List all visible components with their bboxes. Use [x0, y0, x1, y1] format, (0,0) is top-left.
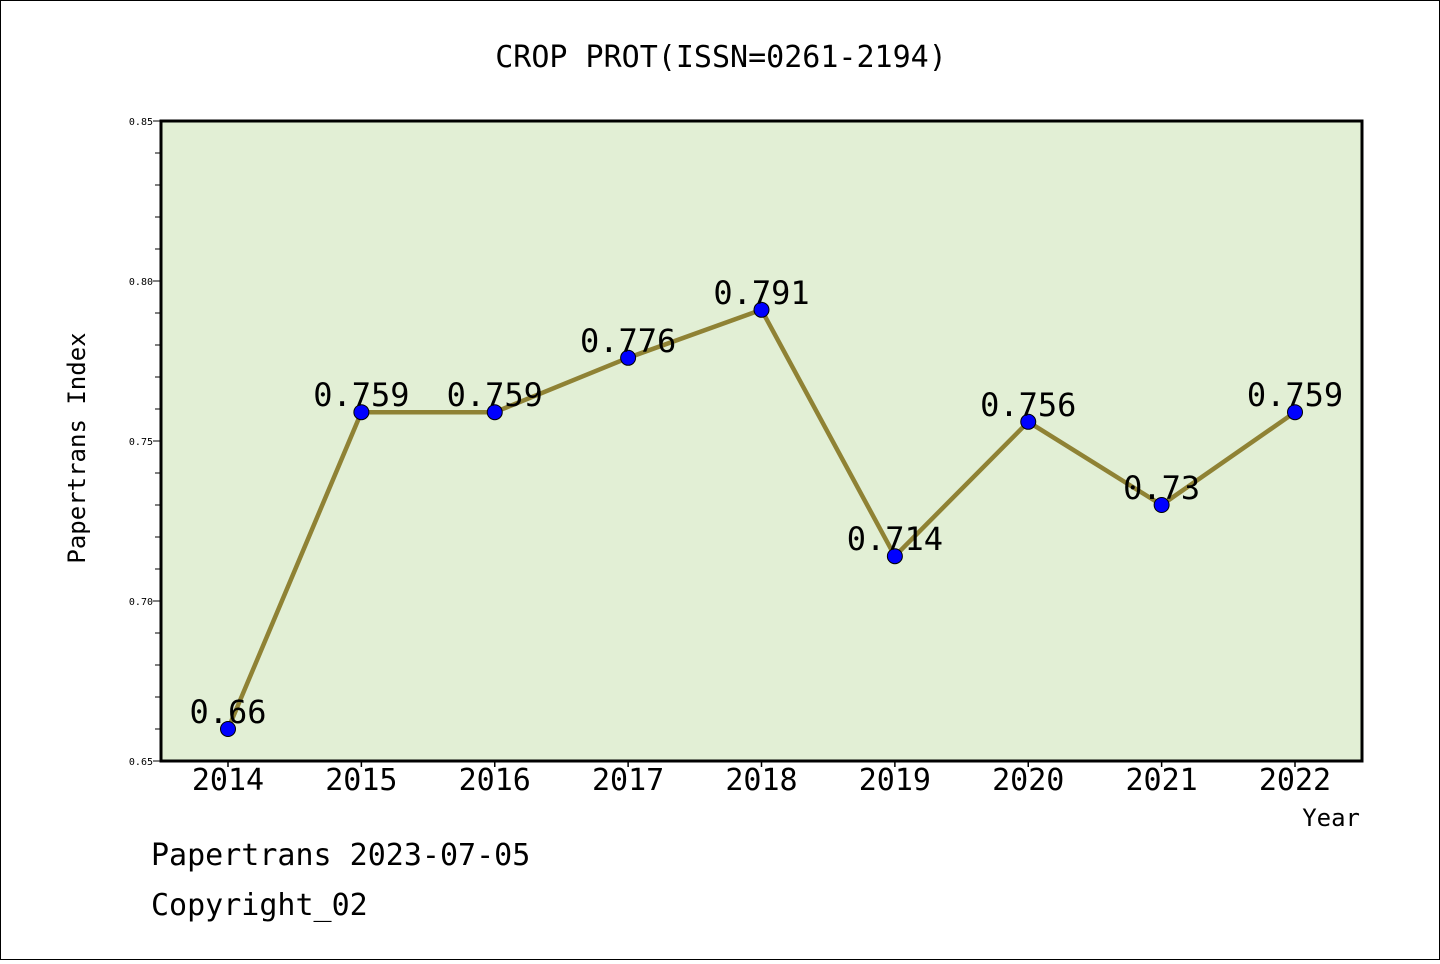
- chart-title: CROP PROT(ISSN=0261-2194): [495, 40, 947, 75]
- x-tick-label: 2020: [992, 763, 1064, 798]
- x-tick-label: 2015: [325, 763, 397, 798]
- x-tick-label: 2018: [725, 763, 797, 798]
- plot-area: [159, 119, 1364, 763]
- y-axis-label: Papertrans Index: [63, 332, 91, 563]
- data-label: 0.66: [189, 693, 266, 731]
- data-point: [220, 721, 236, 737]
- y-axis: 0.65 0.70 0.75 0.80 0.85: [129, 117, 161, 768]
- data-label: 0.759: [1247, 376, 1343, 414]
- y-tick-label: 0.80: [129, 277, 153, 288]
- x-tick-label: 2021: [1126, 763, 1198, 798]
- x-axis: 2014 2015 2016 2017 2018 2019 2020 2021 2022: [192, 761, 1331, 798]
- data-point: [486, 404, 503, 421]
- y-tick-label: 0.75: [129, 437, 153, 448]
- data-label: 0.759: [447, 376, 543, 414]
- data-label: 0.776: [580, 322, 676, 360]
- x-tick-label: 2019: [859, 763, 931, 798]
- footer-date: Papertrans 2023-07-05: [151, 838, 530, 873]
- footer-copyright: Copyright_02: [151, 888, 368, 923]
- data-label: 0.714: [847, 520, 943, 558]
- data-label: 0.756: [980, 386, 1076, 424]
- data-point: [1287, 404, 1303, 421]
- x-tick-label: 2022: [1259, 763, 1331, 798]
- x-tick-label: 2014: [192, 763, 264, 798]
- x-tick-label: 2017: [592, 763, 664, 798]
- x-axis-label: Year: [1302, 804, 1360, 832]
- data-point: [353, 404, 370, 421]
- data-point: [1153, 497, 1170, 513]
- y-tick-label: 0.70: [129, 597, 153, 608]
- data-point: [753, 301, 770, 318]
- x-tick-label: 2016: [459, 763, 531, 798]
- y-tick-label: 0.85: [129, 117, 153, 128]
- data-point: [620, 349, 637, 366]
- data-label: 0.759: [313, 376, 409, 414]
- series-layer: 0.66 0.759 0.759 0.776 0.791 0.714 0.756 0.73 0.…: [189, 274, 1343, 737]
- y-tick-label: 0.65: [129, 757, 153, 768]
- data-label: 0.791: [713, 274, 809, 312]
- data-point: [1020, 413, 1037, 430]
- data-point: [886, 548, 903, 565]
- data-label: 0.73: [1123, 469, 1200, 507]
